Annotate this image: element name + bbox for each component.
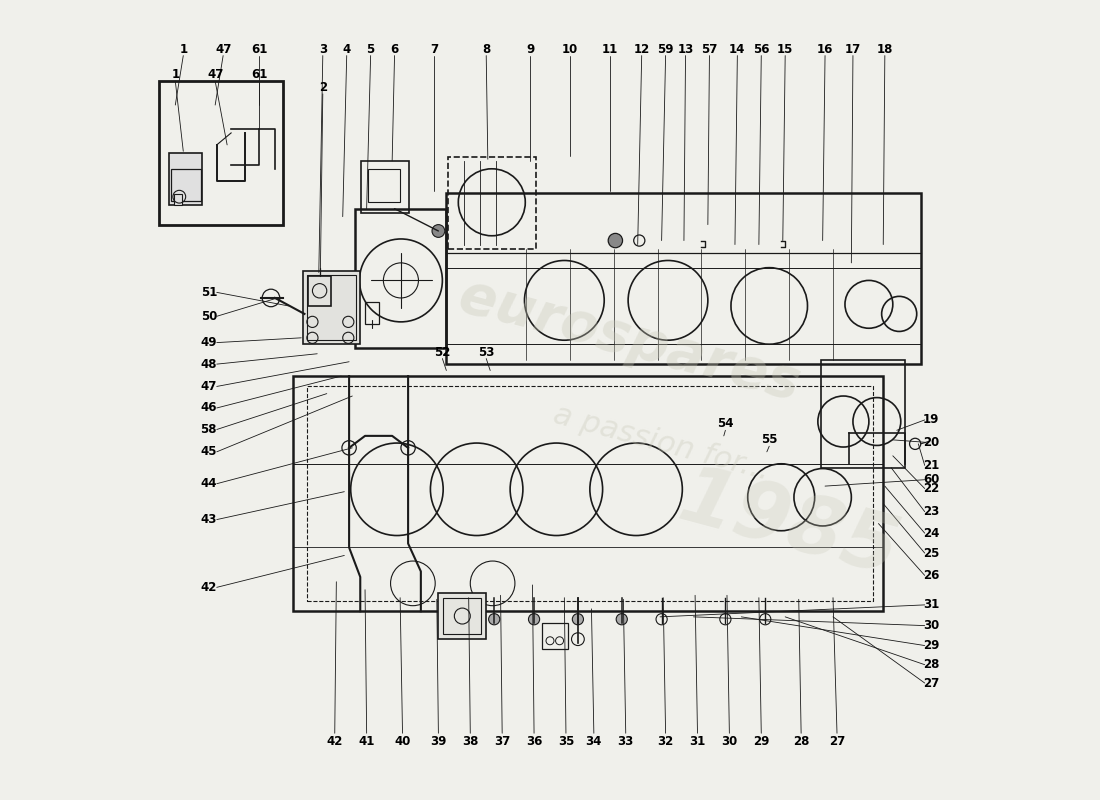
Text: 38: 38 xyxy=(462,734,478,748)
Text: 50: 50 xyxy=(200,310,217,322)
Text: 13: 13 xyxy=(678,42,694,56)
Text: 21: 21 xyxy=(923,459,939,472)
Text: eurospares: eurospares xyxy=(453,269,806,412)
Text: 61: 61 xyxy=(251,42,267,56)
Text: 31: 31 xyxy=(923,598,939,611)
Text: 44: 44 xyxy=(200,478,217,490)
Text: 27: 27 xyxy=(923,677,939,690)
Circle shape xyxy=(616,614,627,625)
Text: 40: 40 xyxy=(394,734,410,748)
Bar xyxy=(361,161,409,213)
Bar xyxy=(308,276,331,306)
Text: 36: 36 xyxy=(526,734,542,748)
Text: 19: 19 xyxy=(923,414,939,426)
Circle shape xyxy=(572,614,583,625)
Text: 52: 52 xyxy=(434,346,451,358)
Text: 18: 18 xyxy=(877,42,893,56)
Text: 37: 37 xyxy=(494,734,510,748)
Bar xyxy=(174,194,182,206)
Text: 47: 47 xyxy=(207,68,223,82)
Text: 30: 30 xyxy=(722,734,737,748)
Text: 14: 14 xyxy=(729,42,746,56)
Text: 26: 26 xyxy=(923,569,939,582)
Bar xyxy=(302,271,361,344)
Bar xyxy=(160,81,283,225)
Circle shape xyxy=(608,234,623,248)
Text: 23: 23 xyxy=(923,505,939,518)
Bar xyxy=(448,157,536,249)
Text: 28: 28 xyxy=(793,734,810,748)
Text: 28: 28 xyxy=(923,658,939,671)
Text: 48: 48 xyxy=(200,358,217,370)
Text: 9: 9 xyxy=(526,42,535,56)
Text: 1: 1 xyxy=(179,42,187,56)
Bar xyxy=(542,623,568,649)
Circle shape xyxy=(432,225,444,238)
Bar xyxy=(439,593,486,639)
Text: 17: 17 xyxy=(845,42,861,56)
Bar xyxy=(307,386,873,601)
Text: 61: 61 xyxy=(251,68,267,82)
Text: 33: 33 xyxy=(617,734,634,748)
Text: 6: 6 xyxy=(390,42,398,56)
Text: 25: 25 xyxy=(923,546,939,559)
Bar xyxy=(368,169,400,202)
Text: 1985: 1985 xyxy=(671,459,908,592)
Text: 8: 8 xyxy=(482,42,491,56)
Text: 20: 20 xyxy=(923,436,939,449)
Bar xyxy=(169,153,202,205)
Text: 60: 60 xyxy=(923,474,939,486)
Bar xyxy=(170,169,201,201)
Text: 10: 10 xyxy=(562,42,579,56)
Text: 57: 57 xyxy=(702,42,717,56)
Text: 5: 5 xyxy=(366,42,375,56)
Text: 30: 30 xyxy=(923,619,939,632)
Text: 24: 24 xyxy=(923,526,939,540)
Text: 32: 32 xyxy=(658,734,673,748)
Text: 47: 47 xyxy=(200,380,217,393)
Text: 29: 29 xyxy=(754,734,770,748)
Text: 16: 16 xyxy=(817,42,833,56)
Circle shape xyxy=(488,614,499,625)
Text: 22: 22 xyxy=(923,482,939,495)
Bar xyxy=(294,376,883,611)
Text: 41: 41 xyxy=(359,734,375,748)
Bar xyxy=(447,193,921,364)
Text: 34: 34 xyxy=(585,734,602,748)
Text: 27: 27 xyxy=(829,734,845,748)
Text: 15: 15 xyxy=(777,42,793,56)
Circle shape xyxy=(528,614,540,625)
Text: 49: 49 xyxy=(200,336,217,349)
Text: 45: 45 xyxy=(200,446,217,458)
Text: 29: 29 xyxy=(923,639,939,652)
Text: a passion for...: a passion for... xyxy=(550,400,773,486)
Text: 12: 12 xyxy=(634,42,650,56)
Text: 51: 51 xyxy=(200,286,217,299)
Text: 1: 1 xyxy=(172,68,179,82)
Text: 42: 42 xyxy=(200,581,217,594)
Bar xyxy=(354,209,447,348)
Text: 46: 46 xyxy=(200,402,217,414)
Text: 7: 7 xyxy=(430,42,439,56)
Bar xyxy=(307,275,356,340)
Text: 3: 3 xyxy=(319,42,327,56)
Text: 2: 2 xyxy=(319,81,327,94)
Text: 35: 35 xyxy=(558,734,574,748)
Text: 39: 39 xyxy=(430,734,447,748)
Text: 11: 11 xyxy=(602,42,618,56)
Text: 31: 31 xyxy=(690,734,705,748)
Text: 42: 42 xyxy=(327,734,343,748)
Bar xyxy=(365,302,380,324)
Bar xyxy=(821,360,905,468)
Text: 54: 54 xyxy=(717,418,734,430)
Text: 4: 4 xyxy=(342,42,351,56)
Text: 58: 58 xyxy=(200,423,217,436)
Text: 55: 55 xyxy=(761,434,778,446)
Text: 53: 53 xyxy=(478,346,494,358)
Text: 47: 47 xyxy=(214,42,231,56)
Bar xyxy=(443,598,482,634)
Text: 56: 56 xyxy=(754,42,770,56)
Text: 59: 59 xyxy=(658,42,674,56)
Text: 43: 43 xyxy=(200,513,217,526)
